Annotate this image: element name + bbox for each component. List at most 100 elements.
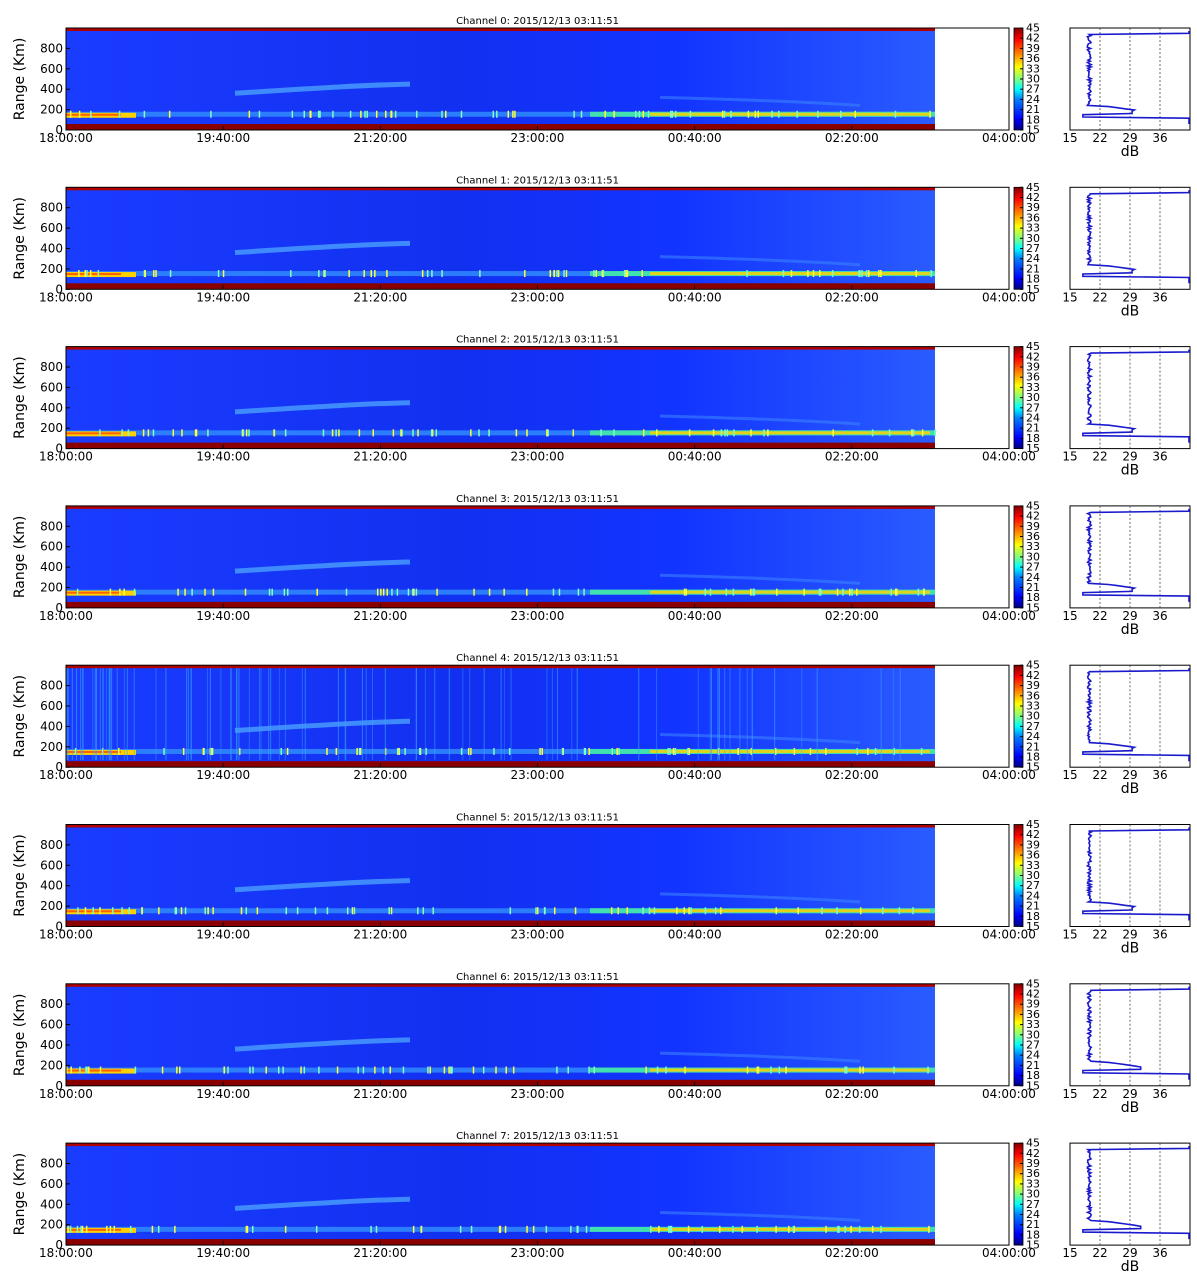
x-tick-label: 18:00:00 [39,1246,93,1260]
x-tick-label: 21:20:00 [353,450,407,464]
y-axis-label: Range (Km) [12,675,28,758]
echo-speckle [923,588,925,596]
echo-speckle [384,110,387,118]
echo-speckle [512,1066,515,1074]
y-axis-label: Range (Km) [12,1153,28,1236]
colorbar-tick-label: 45 [1026,181,1040,194]
echo-speckle [143,110,146,118]
y-tick-label: 800 [40,41,63,55]
noise-streak [186,668,188,761]
y-tick-label: 600 [40,1177,63,1191]
noise-streak [96,668,98,761]
profile-plot: 15 22 29 36 dB [1062,186,1191,319]
colorbar-tick-label: 24 [1026,1208,1040,1221]
colorbar-tick-label: 42 [1026,350,1040,363]
echo-speckle [803,588,805,596]
noise-streak [206,668,208,761]
echo-speckle [76,1225,79,1233]
y-tick-label: 200 [40,899,63,913]
echo-speckle [90,110,92,118]
echo-trail [234,878,411,893]
echo-speckle [929,110,931,118]
profile-x-tick-label: 29 [1122,1246,1137,1260]
echo-speckle [545,1225,548,1233]
echo-speckle [642,110,645,118]
echo-speckle [893,747,896,755]
echo-speckle [416,110,418,118]
echo-speckle [357,1066,359,1074]
noise-streak [209,668,211,761]
echo-speckle [332,110,334,118]
echo-speckle [503,588,505,596]
echo-speckle [382,1066,384,1074]
top-band [66,28,935,31]
profile-x-tick-label: 36 [1152,768,1167,782]
echo-speckle [85,1225,88,1233]
echo-speckle [360,110,362,118]
echo-speckle [790,270,793,278]
x-tick-label: 00:40:00 [668,131,722,145]
noise-streak [551,668,553,761]
colorbar-tick-label: 27 [1026,1039,1040,1052]
noise-streak [546,668,548,761]
noise-streak [361,668,363,761]
echo-speckle [934,429,937,437]
profile-x-tick-label: 29 [1122,928,1137,942]
colorbar-tick-label: 39 [1026,1157,1040,1170]
echo-speckle [92,907,94,915]
echo-speckle [174,1225,176,1233]
channel-panel: Channel 1: 2015/12/13 03:11:51 0 200 400 600… [12,175,1191,319]
echo-speckle [451,1066,453,1074]
x-tick-label: 18:00:00 [39,450,93,464]
echo-speckle [212,588,215,596]
x-tick-label: 04:00:00 [982,1246,1036,1260]
echo-speckle [180,907,183,915]
echo-speckle [770,1066,772,1074]
top-band [66,505,935,509]
y-tick-label: 800 [40,201,63,215]
colorbar-tick-label: 24 [1026,93,1040,106]
echo-speckle [99,907,101,915]
echo-speckle [318,1066,320,1074]
noise-streak [111,668,113,761]
colorbar-tick-label: 36 [1026,849,1040,862]
echo-speckle [524,270,526,278]
echo-speckle [858,1225,861,1233]
echo-speckle [536,907,539,915]
echo-speckle [445,110,447,118]
echo-speckle [436,588,438,596]
colorbar-tick-label: 30 [1026,391,1040,404]
noise-streak [365,668,367,761]
colorbar-tick-label: 18 [1026,113,1040,126]
echo-speckle [143,270,146,278]
echo-trail-faint [659,255,861,267]
echo-speckle [709,588,712,596]
profile-line [1082,31,1190,124]
channel-panel: Channel 3: 2015/12/13 03:11:51 0 200 400 600… [12,494,1191,638]
profile-x-tick-label: 29 [1122,768,1137,782]
echo-speckle [109,1225,112,1233]
echo-speckle [271,588,273,596]
echo-trail [234,400,411,415]
echo-speckle [210,110,212,118]
echo-speckle [391,588,393,596]
echo-speckle [493,747,495,755]
x-tick-label: 00:40:00 [668,928,722,942]
noise-streak [638,668,640,761]
panel-title: Channel 2: 2015/12/13 03:11:51 [456,335,619,346]
channel-panel: Channel 7: 2015/12/13 03:11:51 0 200 400 600… [12,1131,1191,1275]
echo-speckle [258,110,261,118]
panel-title: Channel 6: 2015/12/13 03:11:51 [456,972,619,983]
echo-speckle [583,747,586,755]
echo-speckle [896,588,898,596]
x-tick-label: 21:20:00 [353,1246,407,1260]
colorbar-tick-label: 18 [1026,1228,1040,1241]
echo-speckle [774,747,777,755]
colorbar-tick-label: 36 [1026,371,1040,384]
echo-speckle [388,907,390,915]
y-tick-label: 200 [40,740,63,754]
panel-title: Channel 3: 2015/12/13 03:11:51 [456,494,619,505]
top-band [66,346,935,350]
echo-speckle [207,907,209,915]
echo-speckle [688,907,690,915]
